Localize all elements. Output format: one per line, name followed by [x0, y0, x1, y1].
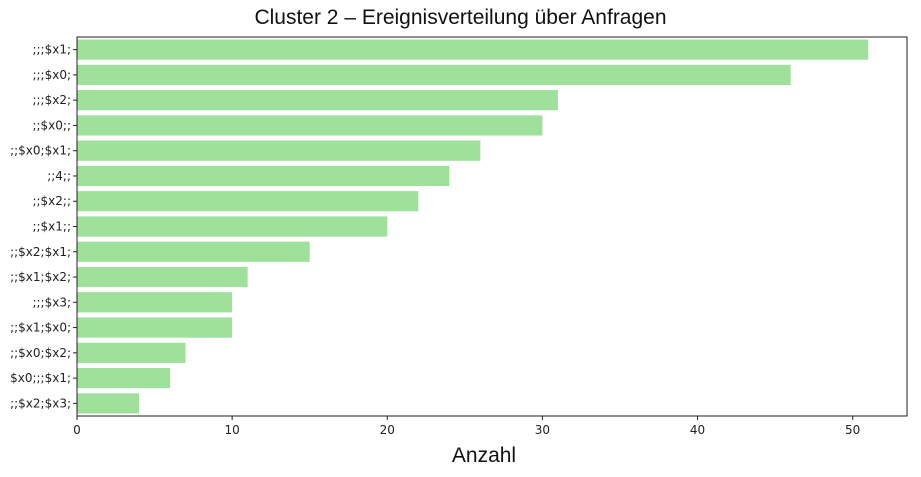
bars-group [77, 39, 869, 414]
bar [77, 317, 233, 338]
x-tick-label: 30 [535, 423, 550, 437]
x-tick-label: 20 [380, 423, 395, 437]
bar [77, 115, 543, 136]
x-axis-label: Anzahl [452, 444, 516, 467]
y-tick-label: ;;4;; [47, 169, 71, 183]
y-tick-label: ;;$x1;$x2; [10, 270, 71, 284]
x-tick-label: 10 [224, 423, 239, 437]
bar [77, 342, 186, 363]
y-tick-label: ;;$x1;$x0; [10, 321, 71, 335]
y-tick-label: ;;$x0;$x1; [10, 144, 71, 158]
bar [77, 393, 140, 414]
y-tick-label: ;;$x1;; [32, 220, 71, 234]
x-tick-label: 0 [73, 423, 81, 437]
bar [77, 367, 171, 389]
y-tick-label: ;;$x0;$x2; [10, 346, 71, 360]
y-tick-label: ;;$x2;$x3; [10, 396, 71, 410]
bar [77, 266, 248, 288]
bar [77, 165, 450, 187]
y-axis-ticks: ;;;$x1; ;;;$x0; ;;;$x2; ;;$x0;; ;;$x0;$x1;;;… [10, 43, 77, 410]
y-tick-label: ;;;$x2; [32, 93, 71, 107]
y-tick-label: $x0;;;$x1; [10, 371, 71, 385]
bar [77, 64, 791, 86]
bar [77, 292, 233, 313]
plot-frame [76, 36, 908, 417]
x-tick-label: 40 [690, 423, 705, 437]
y-tick-label: ;;$x2;; [32, 194, 71, 208]
y-tick-label: ;;;$x1; [32, 43, 71, 57]
chart-title: Cluster 2 – Ereignisverteilung über Anfr… [254, 6, 667, 29]
bar [77, 140, 481, 161]
bar [77, 191, 419, 212]
bar [77, 90, 558, 111]
x-tick-label: 50 [845, 423, 860, 437]
bar [77, 241, 310, 262]
bar [77, 216, 388, 237]
x-axis-ticks: 0 10 20 30 40 50 [73, 416, 860, 437]
bar [77, 39, 869, 60]
y-tick-label: ;;;$x0; [32, 68, 71, 82]
y-tick-label: ;;$x0;; [32, 118, 71, 132]
y-tick-label: ;;$x2;$x1; [10, 245, 71, 259]
y-tick-label: ;;;$x3; [32, 295, 71, 309]
